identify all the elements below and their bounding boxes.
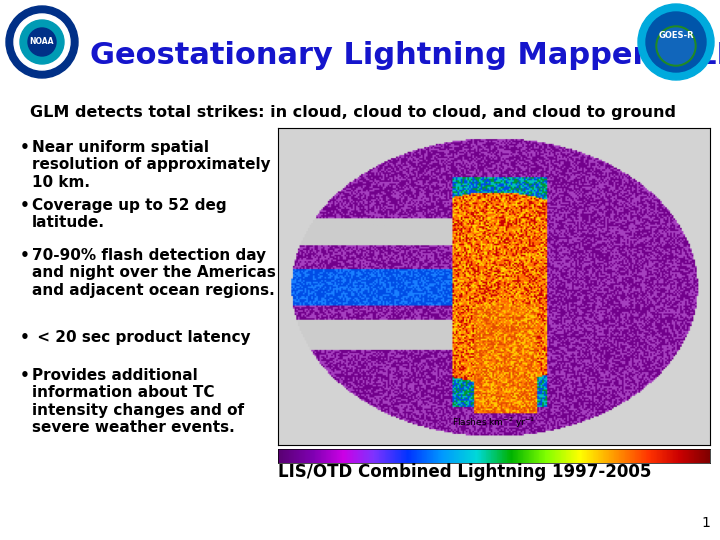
Text: < 20 sec product latency: < 20 sec product latency <box>32 330 251 345</box>
Text: NOAA: NOAA <box>30 37 54 46</box>
Text: Near uniform spatial
resolution of approximately
10 km.: Near uniform spatial resolution of appro… <box>32 140 271 190</box>
Circle shape <box>14 14 70 70</box>
Text: Coverage up to 52 deg
latitude.: Coverage up to 52 deg latitude. <box>32 198 227 231</box>
Text: 70-90% flash detection day
and night over the Americas
and adjacent ocean region: 70-90% flash detection day and night ove… <box>32 248 276 298</box>
Circle shape <box>4 4 80 80</box>
Circle shape <box>6 6 78 78</box>
Text: Provides additional
information about TC
intensity changes and of
severe weather: Provides additional information about TC… <box>32 368 244 435</box>
Text: Geostationary Lightning Mapper (GLM): Geostationary Lightning Mapper (GLM) <box>90 40 720 70</box>
Text: LIS/OTD Combined Lightning 1997-2005: LIS/OTD Combined Lightning 1997-2005 <box>278 463 652 481</box>
Text: GOES-R: GOES-R <box>658 30 694 39</box>
Text: GLM detects total strikes: in cloud, cloud to cloud, and cloud to ground: GLM detects total strikes: in cloud, clo… <box>30 105 676 120</box>
Text: •: • <box>20 140 30 155</box>
Text: •: • <box>20 198 30 213</box>
Circle shape <box>20 20 64 64</box>
Text: •: • <box>20 368 30 383</box>
Circle shape <box>658 28 694 64</box>
Text: •: • <box>20 248 30 263</box>
Circle shape <box>646 12 706 72</box>
Circle shape <box>638 4 714 80</box>
Text: 1: 1 <box>701 516 710 530</box>
Circle shape <box>656 26 696 66</box>
Text: Flashes km$^{-2}$ yr$^{-1}$: Flashes km$^{-2}$ yr$^{-1}$ <box>452 416 536 430</box>
Circle shape <box>28 28 56 56</box>
Text: •: • <box>20 330 30 345</box>
